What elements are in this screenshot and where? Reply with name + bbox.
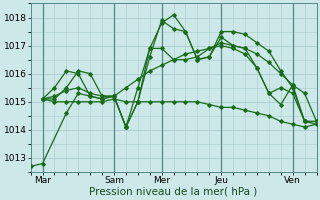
X-axis label: Pression niveau de la mer( hPa ): Pression niveau de la mer( hPa ) xyxy=(90,187,258,197)
